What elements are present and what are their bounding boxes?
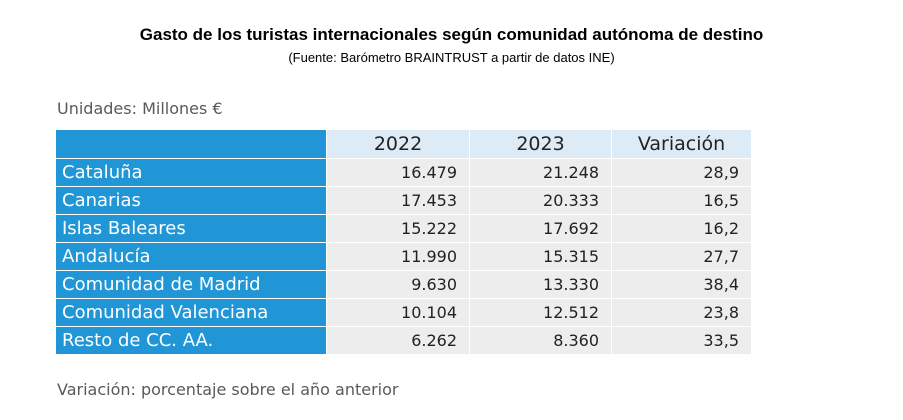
footnote: Variación: porcentaje sobre el año anter… bbox=[57, 380, 399, 399]
value-2022-cell: 9.630 bbox=[326, 270, 470, 299]
table-header-row: 2022 2023 Variación bbox=[55, 129, 752, 159]
variation-cell: 16,2 bbox=[611, 214, 752, 243]
value-2023-cell: 15.315 bbox=[469, 242, 612, 271]
region-cell: Comunidad de Madrid bbox=[55, 270, 327, 299]
header-2022: 2022 bbox=[326, 129, 470, 159]
table-row: Comunidad de Madrid 9.630 13.330 38,4 bbox=[55, 270, 752, 299]
table-row: Islas Baleares 15.222 17.692 16,2 bbox=[55, 214, 752, 243]
table-row: Comunidad Valenciana 10.104 12.512 23,8 bbox=[55, 298, 752, 327]
value-2022-cell: 11.990 bbox=[326, 242, 470, 271]
variation-cell: 38,4 bbox=[611, 270, 752, 299]
region-cell: Comunidad Valenciana bbox=[55, 298, 327, 327]
value-2022-cell: 16.479 bbox=[326, 158, 470, 187]
value-2023-cell: 21.248 bbox=[469, 158, 612, 187]
table-row: Canarias 17.453 20.333 16,5 bbox=[55, 186, 752, 215]
header-variacion: Variación bbox=[611, 129, 752, 159]
region-cell: Cataluña bbox=[55, 158, 327, 187]
value-2022-cell: 10.104 bbox=[326, 298, 470, 327]
variation-cell: 28,9 bbox=[611, 158, 752, 187]
region-cell: Islas Baleares bbox=[55, 214, 327, 243]
value-2023-cell: 20.333 bbox=[469, 186, 612, 215]
document-title: Gasto de los turistas internacionales se… bbox=[139, 25, 764, 44]
value-2023-cell: 13.330 bbox=[469, 270, 612, 299]
value-2022-cell: 17.453 bbox=[326, 186, 470, 215]
value-2022-cell: 6.262 bbox=[326, 326, 470, 355]
value-2022-cell: 15.222 bbox=[326, 214, 470, 243]
variation-cell: 33,5 bbox=[611, 326, 752, 355]
header-2023: 2023 bbox=[469, 129, 612, 159]
table-row: Andalucía 11.990 15.315 27,7 bbox=[55, 242, 752, 271]
region-cell: Canarias bbox=[55, 186, 327, 215]
value-2023-cell: 8.360 bbox=[469, 326, 612, 355]
variation-cell: 23,8 bbox=[611, 298, 752, 327]
variation-cell: 16,5 bbox=[611, 186, 752, 215]
header-corner-cell bbox=[55, 129, 327, 159]
value-2023-cell: 12.512 bbox=[469, 298, 612, 327]
variation-cell: 27,7 bbox=[611, 242, 752, 271]
region-cell: Andalucía bbox=[55, 242, 327, 271]
table-row: Resto de CC. AA. 6.262 8.360 33,5 bbox=[55, 326, 752, 355]
units-note: Unidades: Millones € bbox=[57, 99, 223, 118]
document-subtitle: (Fuente: Barómetro BRAINTRUST a partir d… bbox=[288, 50, 615, 65]
table-row: Cataluña 16.479 21.248 28,9 bbox=[55, 158, 752, 187]
spending-table: 2022 2023 Variación Cataluña 16.479 21.2… bbox=[55, 129, 752, 355]
value-2023-cell: 17.692 bbox=[469, 214, 612, 243]
region-cell: Resto de CC. AA. bbox=[55, 326, 327, 355]
